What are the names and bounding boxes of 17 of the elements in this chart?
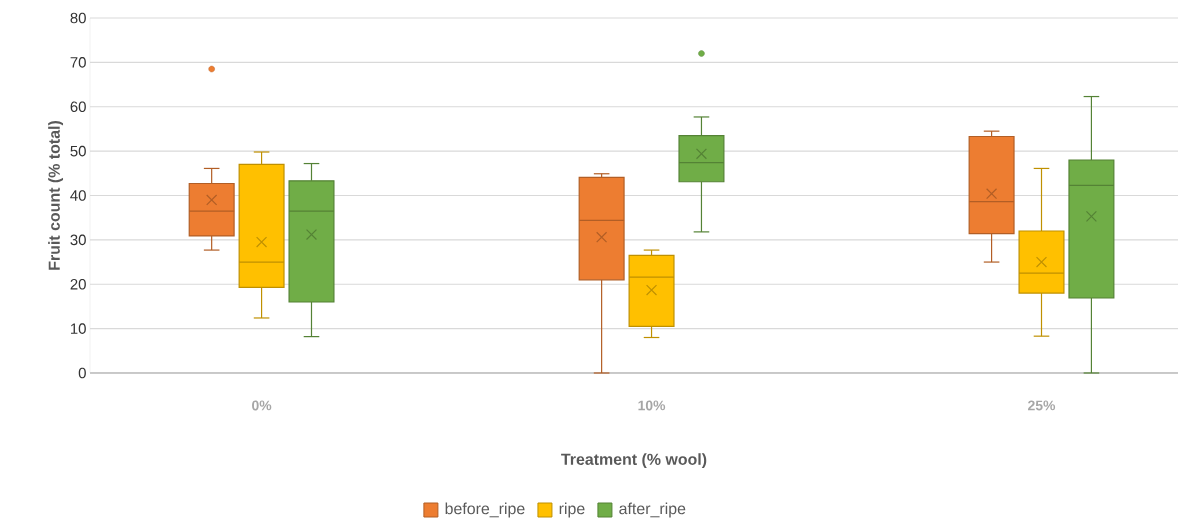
legend-label: ripe	[559, 502, 585, 518]
y-tick-label: 60	[70, 101, 86, 113]
x-tick-label: 0%	[252, 400, 272, 411]
y-tick-label: 40	[70, 190, 86, 201]
y-tick-label: 30	[70, 234, 86, 246]
y-axis-title: Fruit count (% total)	[48, 121, 64, 270]
legend-label: after_ripe	[619, 502, 686, 518]
y-tick-label: 70	[70, 57, 86, 68]
y-tick-label: 10	[71, 323, 86, 334]
x-axis-title: Treatment (% wool)	[561, 453, 707, 469]
y-tick-label: 20	[70, 278, 86, 290]
legend-label: before_ripe	[445, 502, 525, 518]
x-tick-label: 10%	[638, 400, 666, 411]
y-tick-label: 0	[78, 367, 86, 379]
x-tick-label: 25%	[1028, 400, 1056, 411]
y-tick-label: 80	[70, 12, 86, 24]
y-tick-label: 50	[70, 145, 86, 157]
